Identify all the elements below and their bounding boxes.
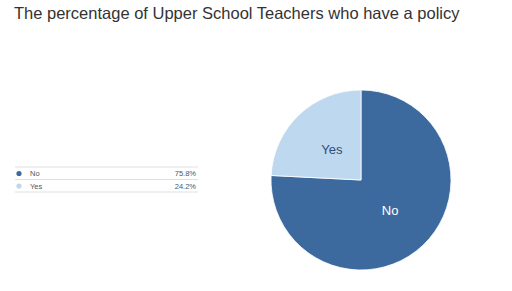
slice-label: No (382, 203, 399, 218)
chart-canvas: The percentage of Upper School Teachers … (0, 0, 512, 291)
legend-swatch (16, 171, 21, 176)
pie-slice (271, 90, 361, 180)
legend-value: 24.2% (175, 182, 197, 191)
pie-slice (271, 90, 451, 270)
legend-label: No (30, 169, 40, 178)
legend-swatch (16, 183, 21, 188)
legend-label: Yes (30, 182, 42, 191)
slice-label: Yes (321, 142, 343, 157)
slice-labels: No Yes (321, 142, 398, 218)
legend: No 75.8% Yes 24.2% (15, 167, 198, 192)
chart-title: The percentage of Upper School Teachers … (14, 4, 460, 22)
legend-separator (15, 179, 198, 180)
legend-value: 75.8% (175, 169, 197, 178)
pie (271, 90, 451, 270)
legend-separator (15, 192, 198, 193)
legend-separator (15, 167, 198, 168)
